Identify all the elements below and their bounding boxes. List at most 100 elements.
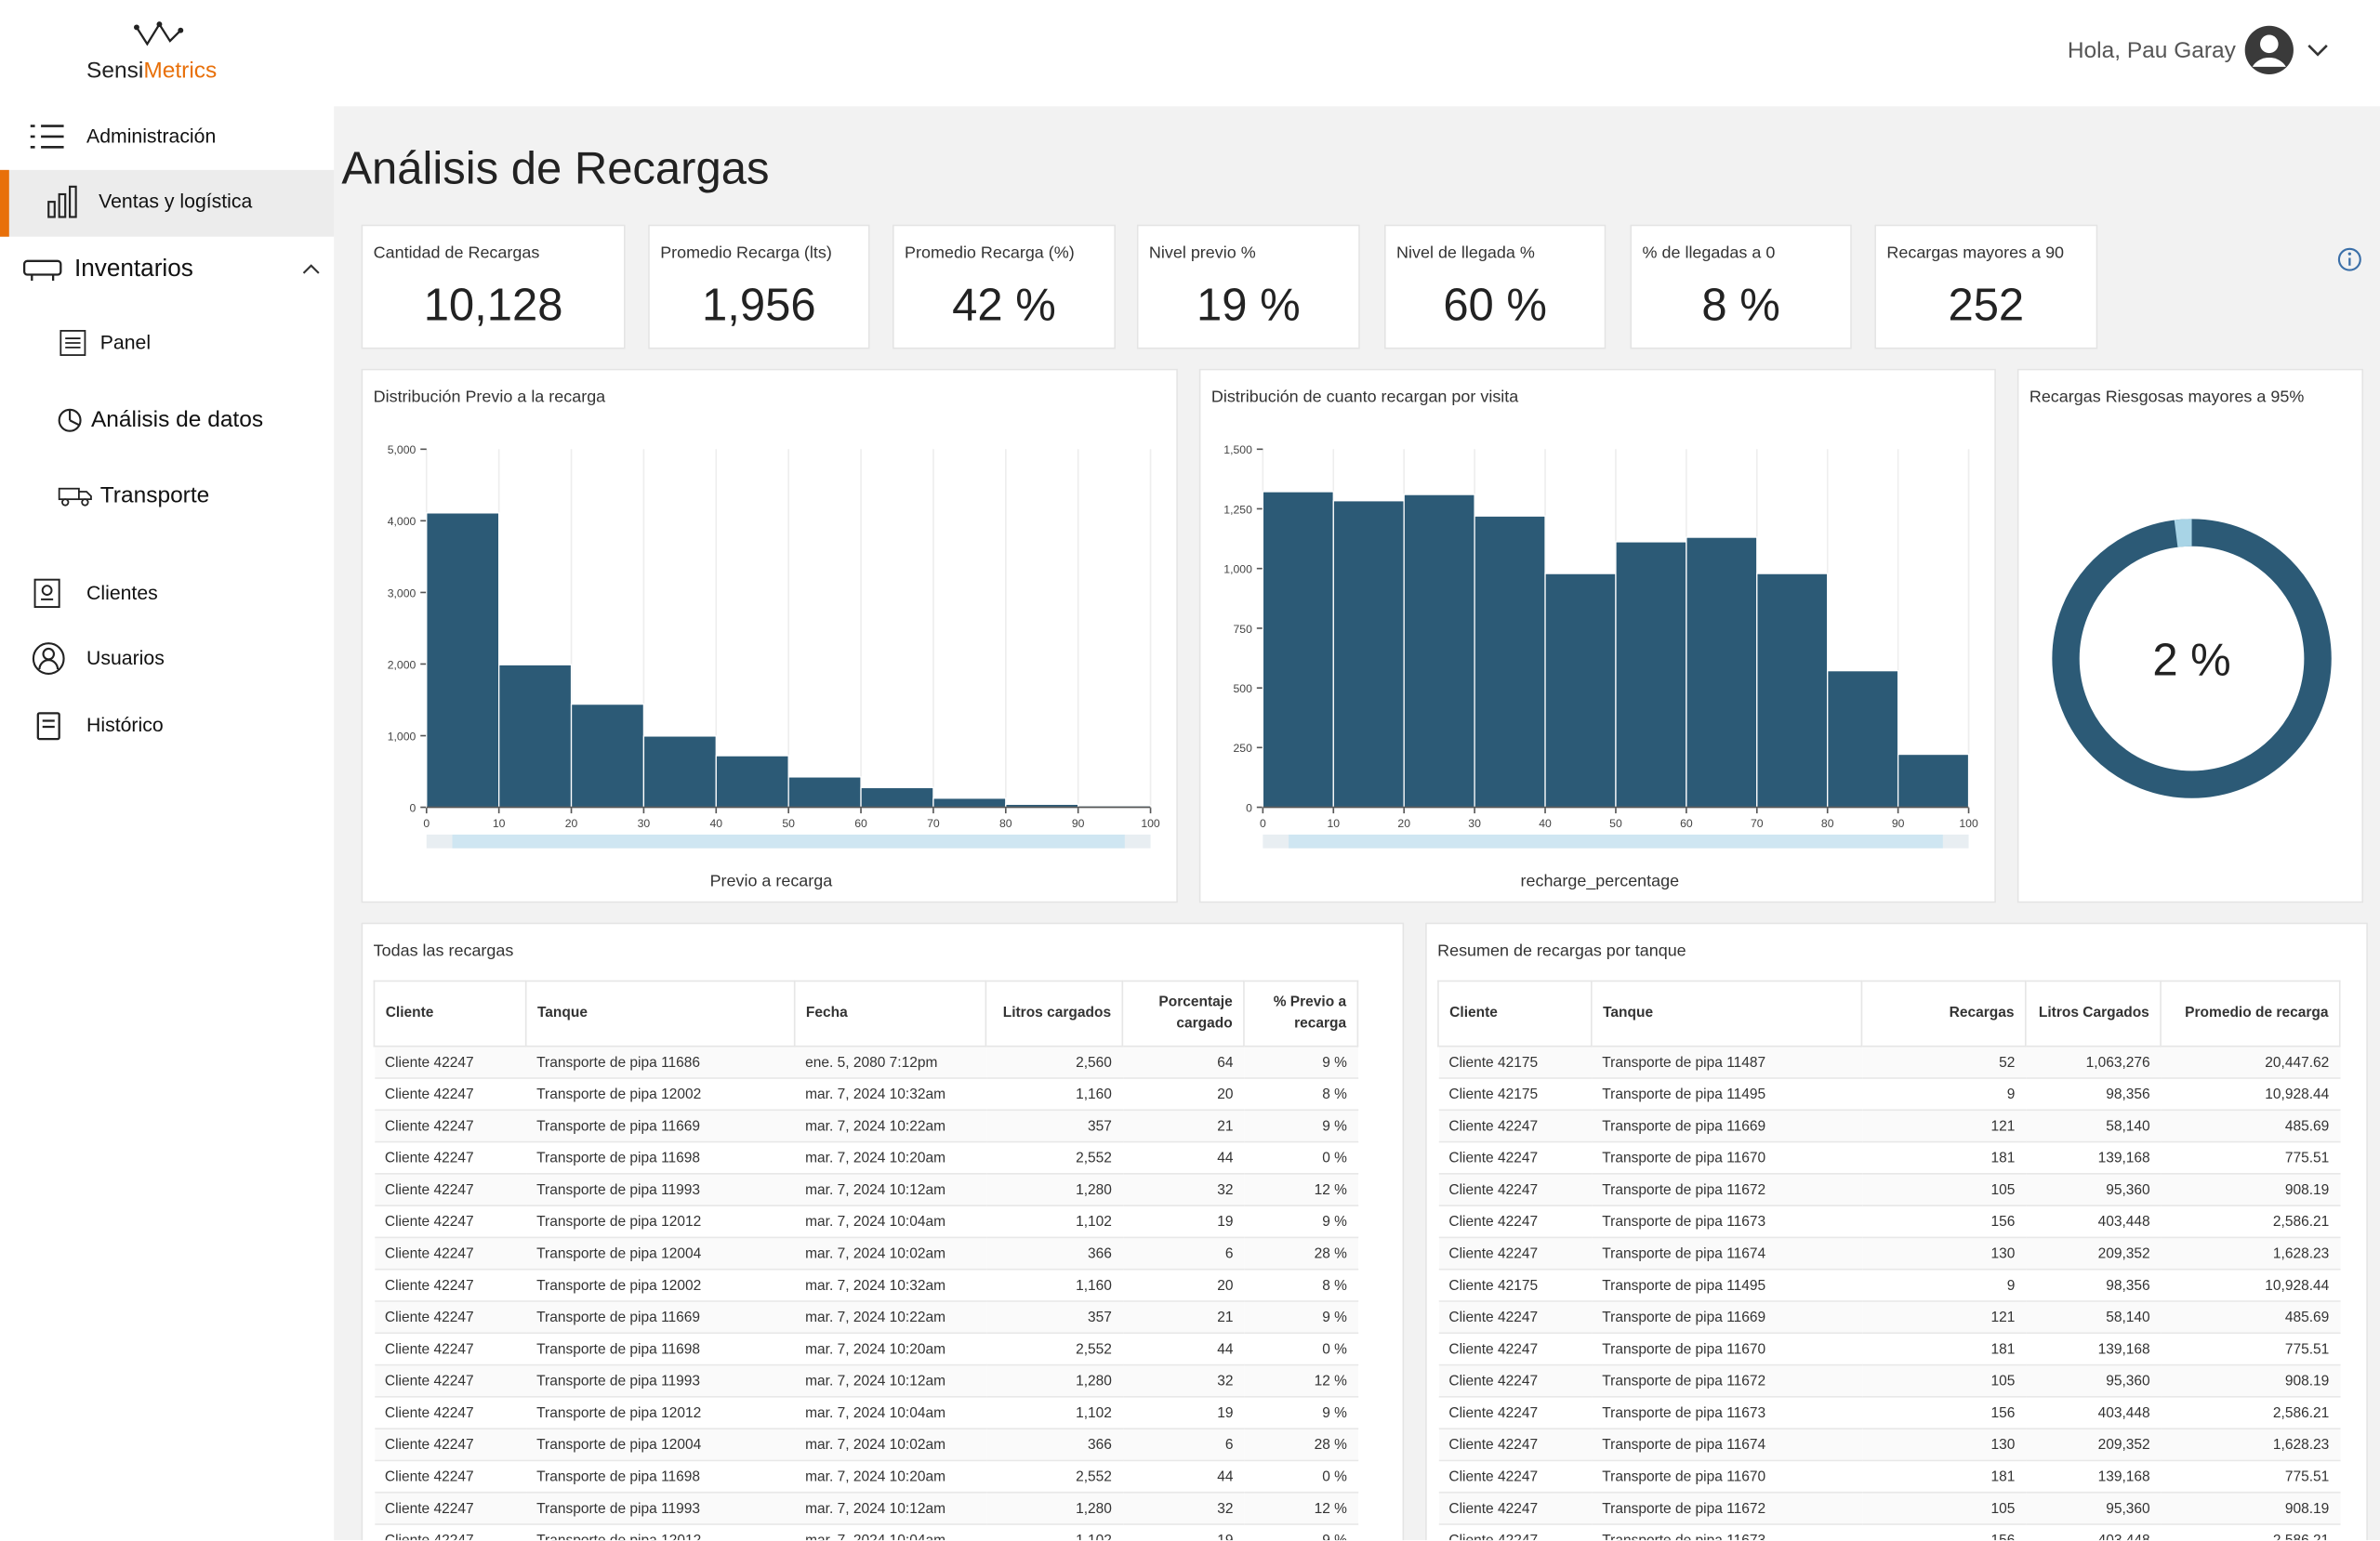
column-header[interactable]: Litros Cargados (2024, 980, 2162, 1047)
table-cell: Transporte de pipa 11495 (1591, 1077, 1862, 1112)
page-title: Análisis de Recargas (341, 144, 770, 194)
kpi-value: 10,128 (423, 281, 563, 331)
nav-item[interactable]: Administración (86, 124, 217, 148)
nav-item[interactable]: Usuarios (86, 646, 165, 669)
table-cell: Cliente 42247 (374, 1269, 526, 1302)
kpi-value: 8 % (1701, 281, 1780, 331)
table-row: Cliente 42247 Transporte de pipa 12012 mar… (374, 1205, 1358, 1239)
table-cell: Transporte de pipa 11669 (525, 1110, 795, 1143)
table-cell: mar. 7, 2024 10:32am (794, 1269, 986, 1302)
table-cell: 95,360 (2025, 1492, 2162, 1525)
table-cell: Transporte de pipa 12002 (525, 1077, 795, 1112)
y-tick-label: 3,000 (388, 586, 416, 599)
x-tick-label: 60 (1680, 817, 1693, 830)
table-row: Cliente 42247 Transporte de pipa 11669 121… (1437, 1110, 2340, 1143)
donut-label: 2 % (2152, 636, 2230, 686)
table-row: Cliente 42247 Transporte de pipa 11670 181… (1437, 1460, 2340, 1494)
table-cell: mar. 7, 2024 10:02am (794, 1237, 986, 1271)
table-row: Cliente 42247 Transporte de pipa 11670 181… (1437, 1333, 2340, 1366)
column-header[interactable]: Recargas (1860, 980, 2027, 1047)
table-cell: Cliente 42247 (374, 1364, 526, 1398)
bar (426, 512, 500, 809)
table-cell: 9 % (1243, 1205, 1358, 1239)
x-tick-label: 70 (927, 817, 940, 830)
table-cell: Cliente 42247 (374, 1300, 526, 1335)
bar (787, 776, 862, 809)
table-cell: Transporte de pipa 11669 (1591, 1110, 1862, 1143)
table-cell: 44 (1122, 1460, 1244, 1494)
nav-item[interactable]: Análisis de datos (90, 406, 264, 433)
user-menu[interactable] (2243, 24, 2344, 79)
chart: 2 % (2052, 519, 2332, 798)
column-header[interactable]: Promedio de recarga (2160, 980, 2341, 1047)
table-cell: 20,447.62 (2161, 1046, 2340, 1079)
column-header[interactable]: Litros cargados (985, 980, 1124, 1047)
logo-text: Metrics (143, 58, 218, 84)
column-header[interactable]: Cliente (373, 980, 527, 1047)
nav-item[interactable]: Clientes (86, 581, 158, 604)
table-cell: 2,552 (985, 1333, 1123, 1366)
table-cell: Transporte de pipa 11993 (525, 1364, 795, 1398)
chevron[interactable] (300, 261, 322, 276)
table-cell: ene. 5, 2080 7:12pm (794, 1046, 986, 1079)
info-button[interactable] (2334, 244, 2365, 275)
x-tick-label: 30 (638, 817, 651, 830)
table-cell: 10,928.44 (2161, 1077, 2340, 1112)
table-cell: 908.19 (2161, 1173, 2340, 1206)
table-cell: 2,552 (985, 1141, 1123, 1175)
table-cell: 139,168 (2025, 1460, 2162, 1494)
column-header[interactable]: Tanque (1591, 980, 1863, 1047)
table-cell: Cliente 42247 (1437, 1429, 1592, 1462)
table-cell: Cliente 42247 (374, 1205, 526, 1239)
column-header[interactable]: Cliente (1437, 980, 1593, 1047)
table-cell: 403,448 (2025, 1523, 2162, 1541)
table-cell: Cliente 42247 (374, 1173, 526, 1206)
table-cell: Cliente 42247 (1437, 1523, 1592, 1541)
greeting: Hola, Pau Garay (2067, 37, 2236, 64)
table-cell: 52 (1861, 1046, 2026, 1079)
table-cell: 1,102 (985, 1523, 1123, 1541)
column-header[interactable]: % Previo a recarga (1243, 980, 1359, 1047)
bar (642, 735, 717, 809)
nav-item[interactable]: Ventas y logística (99, 190, 253, 213)
table-title: Resumen de recargas por tanque (1437, 942, 1686, 961)
table-cell: 130 (1861, 1237, 2026, 1271)
y-tick-label: 250 (1234, 742, 1253, 755)
table-cell: Transporte de pipa 12012 (525, 1205, 795, 1239)
column-header[interactable]: Tanque (524, 980, 796, 1047)
nav-item[interactable]: Histórico (86, 713, 164, 736)
chart-card: Distribución de cuanto recargan por visi… (1198, 368, 1996, 903)
column-header[interactable]: Fecha (793, 980, 987, 1047)
table-cell: Transporte de pipa 11674 (1591, 1237, 1862, 1271)
table-cell: 9 % (1243, 1396, 1358, 1429)
bar (1686, 536, 1758, 809)
icon (30, 125, 64, 149)
y-tick-label: 0 (410, 801, 416, 814)
table-cell: mar. 7, 2024 10:12am (794, 1364, 986, 1398)
column-header[interactable]: Porcentaje cargado (1121, 980, 1245, 1047)
table-cell: 32 (1122, 1492, 1244, 1525)
table-cell: 403,448 (2025, 1396, 2162, 1429)
table-cell: 1,102 (985, 1396, 1123, 1429)
table-cell: 209,352 (2025, 1237, 2162, 1271)
bar (1756, 573, 1829, 809)
nav-item[interactable]: Transporte (99, 482, 210, 508)
bar (1474, 515, 1546, 809)
table-cell: 21 (1122, 1300, 1244, 1335)
y-tick-label: 750 (1234, 623, 1253, 636)
nav-group[interactable]: Inventarios (73, 256, 193, 283)
table-cell: 28 % (1243, 1237, 1358, 1271)
x-tick-label: 50 (1609, 817, 1622, 830)
nav-item[interactable]: Panel (99, 330, 152, 354)
table-cell: 20 (1122, 1077, 1244, 1112)
table-body: Cliente 42175 Transporte de pipa 11487 52 1… (1437, 1046, 2340, 1541)
table-row: Cliente 42247 Transporte de pipa 11673 156… (1437, 1205, 2340, 1239)
x-tick-label: 10 (493, 817, 506, 830)
table-card: Todas las recargas Cliente Tanque Fecha Litr… (361, 922, 1405, 1541)
table-cell: Transporte de pipa 12002 (525, 1269, 795, 1302)
kpi-value: 1,956 (702, 281, 816, 331)
bar (1897, 753, 1970, 809)
bar (932, 797, 1007, 809)
table-cell: 485.69 (2161, 1110, 2340, 1143)
active-indicator (0, 169, 9, 237)
